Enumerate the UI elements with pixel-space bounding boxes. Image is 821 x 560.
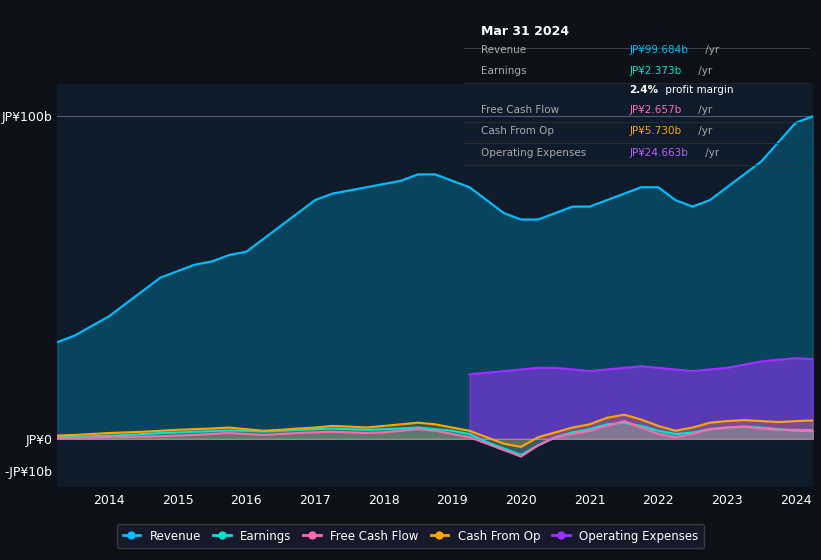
Text: /yr: /yr — [695, 105, 712, 115]
Text: /yr: /yr — [702, 45, 719, 54]
Text: JP¥24.663b: JP¥24.663b — [630, 148, 688, 158]
Text: 2.4%: 2.4% — [630, 85, 658, 95]
Text: JP¥99.684b: JP¥99.684b — [630, 45, 688, 54]
Text: /yr: /yr — [695, 126, 712, 136]
Text: /yr: /yr — [702, 148, 719, 158]
Text: Revenue: Revenue — [481, 45, 526, 54]
Text: JP¥2.373b: JP¥2.373b — [630, 66, 681, 76]
Text: /yr: /yr — [695, 66, 712, 76]
Text: profit margin: profit margin — [662, 85, 734, 95]
Text: Operating Expenses: Operating Expenses — [481, 148, 586, 158]
Text: JP¥5.730b: JP¥5.730b — [630, 126, 681, 136]
Text: Free Cash Flow: Free Cash Flow — [481, 105, 559, 115]
Legend: Revenue, Earnings, Free Cash Flow, Cash From Op, Operating Expenses: Revenue, Earnings, Free Cash Flow, Cash … — [117, 524, 704, 548]
Text: JP¥2.657b: JP¥2.657b — [630, 105, 681, 115]
Text: Mar 31 2024: Mar 31 2024 — [481, 25, 569, 38]
Text: Cash From Op: Cash From Op — [481, 126, 554, 136]
Text: Earnings: Earnings — [481, 66, 526, 76]
